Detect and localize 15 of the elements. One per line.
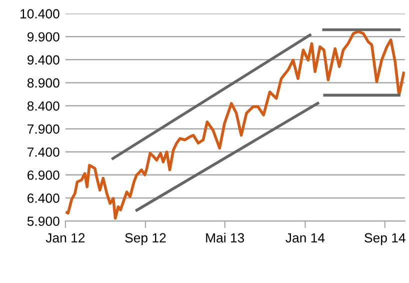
y-tick-label: 8.900 (27, 78, 60, 88)
y-tick-label: 9.900 (27, 32, 60, 42)
y-tick-label: 7.400 (28, 147, 60, 157)
y-tick-label: 6.400 (28, 194, 60, 203)
y-tick-label: 6.900 (28, 170, 60, 180)
x-tick-label: Sep 14 (364, 233, 406, 246)
x-tick-label: Sep 12 (125, 233, 166, 246)
y-tick-label: 8.400 (27, 101, 60, 111)
y-tick-label: 10.400 (20, 9, 60, 18)
y-tick-label: 7.900 (28, 124, 60, 134)
x-tick-label: Mai 13 (206, 232, 244, 243)
y-tick-label: 5.900 (27, 216, 60, 226)
y-tick-label: 9.400 (27, 55, 60, 65)
x-tick-label: Jan 12 (46, 233, 85, 243)
x-tick-label: Jan 14 (286, 233, 325, 243)
